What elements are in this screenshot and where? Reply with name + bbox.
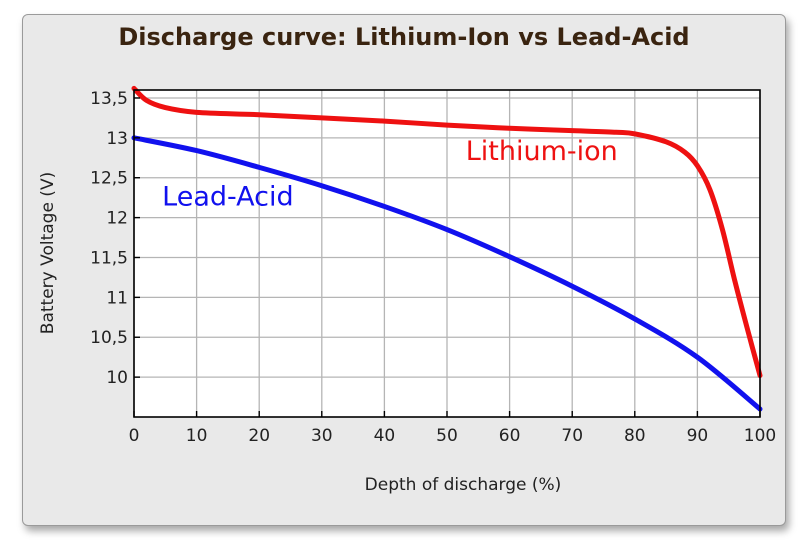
x-tick-label: 80 [624,426,646,446]
y-tick-label: 11 [106,288,128,308]
annotation-lead-acid: Lead-Acid [162,182,293,213]
x-axis-label: Depth of discharge (%) [365,475,562,495]
x-axis-ticks: 0 10 20 30 40 50 60 70 80 90 100 [129,411,776,446]
y-axis-label: Battery Voltage (V) [38,172,58,334]
x-tick-label: 40 [374,426,396,446]
x-tick-label: 30 [311,426,333,446]
x-tick-label: 20 [248,426,270,446]
x-tick-label: 70 [561,426,583,446]
annotation-lithium-ion: Lithium-ion [466,136,618,167]
y-tick-label: 13,5 [90,89,128,109]
series-lines [131,85,763,412]
y-tick-label: 13 [106,129,128,149]
x-tick-label: 100 [744,426,776,446]
x-tick-label: 50 [436,426,458,446]
chart-title: Discharge curve: Lithium-Ion vs Lead-Aci… [118,23,690,51]
x-tick-label: 10 [186,426,208,446]
series-line-lithium-ion [131,85,763,379]
y-tick-label: 12,5 [90,169,128,189]
x-tick-label: 60 [499,426,521,446]
x-tick-label: 0 [129,426,140,446]
y-tick-label: 11,5 [90,248,128,268]
x-tick-label: 90 [687,426,709,446]
y-tick-label: 12 [106,209,128,229]
y-axis-ticks: 10 10,5 11 11,5 12 12,5 13 13,5 [90,89,140,388]
series-line-lead-acid [131,135,763,412]
series-annotations: Lithium-ion Lead-Acid [162,136,618,212]
y-tick-label: 10 [106,368,128,388]
y-tick-label: 10,5 [90,328,128,348]
